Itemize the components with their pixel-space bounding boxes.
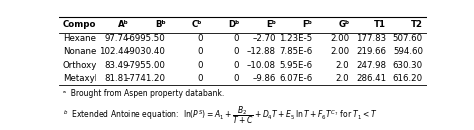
Text: ᵃ  Brought from Aspen property databank.: ᵃ Brought from Aspen property databank. <box>63 89 224 98</box>
Text: $^b$  Extended Antoine equation:  $\ln(P^S) = A_1 + \dfrac{B_2}{T+C} + D_4T + E_: $^b$ Extended Antoine equation: $\ln(P^S… <box>63 104 377 126</box>
